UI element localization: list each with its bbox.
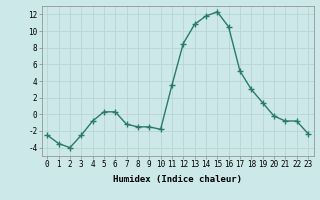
X-axis label: Humidex (Indice chaleur): Humidex (Indice chaleur) — [113, 175, 242, 184]
